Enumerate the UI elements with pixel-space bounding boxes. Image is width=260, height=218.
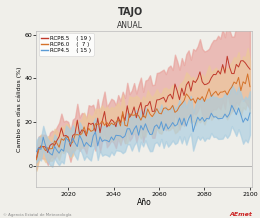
Text: © Agencia Estatal de Meteorología: © Agencia Estatal de Meteorología <box>3 213 71 217</box>
Text: TAJO: TAJO <box>117 7 143 17</box>
Text: ANUAL: ANUAL <box>117 21 143 30</box>
Y-axis label: Cambio en días cálidos (%): Cambio en días cálidos (%) <box>16 66 22 152</box>
X-axis label: Año: Año <box>137 198 152 207</box>
Text: AEmet: AEmet <box>229 212 252 217</box>
Legend: RCP8.5    ( 19 ), RCP6.0    (  7 ), RCP4.5    ( 15 ): RCP8.5 ( 19 ), RCP6.0 ( 7 ), RCP4.5 ( 15… <box>39 33 94 56</box>
